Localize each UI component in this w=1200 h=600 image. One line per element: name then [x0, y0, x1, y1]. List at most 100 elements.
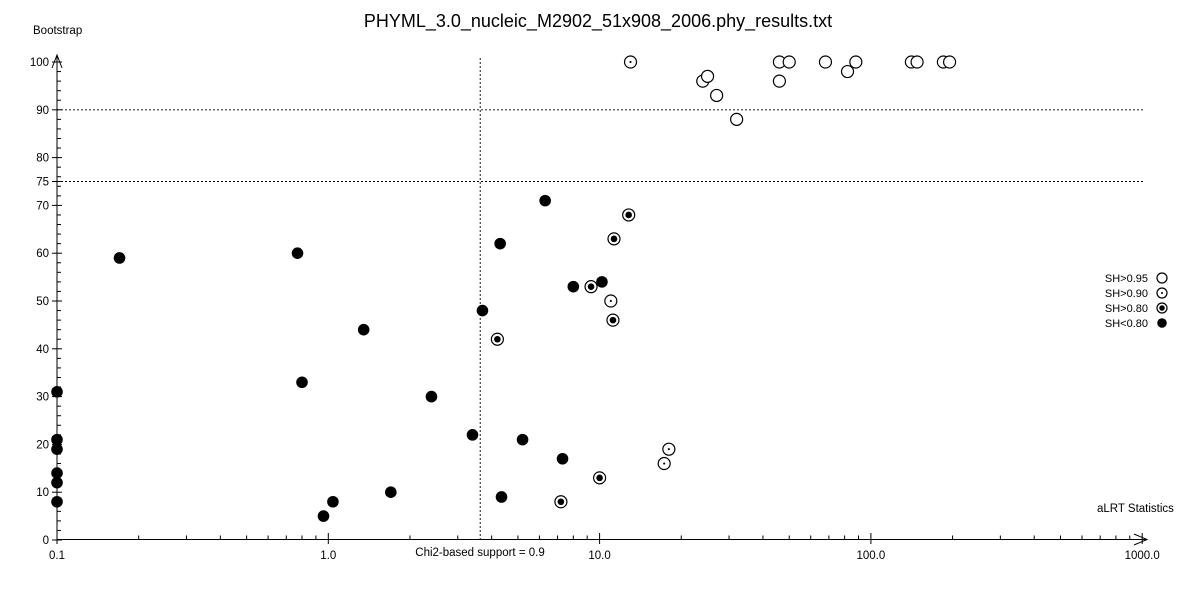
- data-point: [51, 443, 63, 455]
- data-point: [772, 74, 787, 88]
- data-point-glyph: [710, 88, 724, 103]
- legend-marker-glyph: [1156, 272, 1168, 284]
- data-point-dot: [610, 235, 618, 243]
- legend-marker-dot: [1161, 292, 1163, 294]
- data-point: [657, 456, 671, 471]
- data-point: [466, 429, 479, 441]
- data-point: [554, 495, 568, 509]
- data-point-glyph: [317, 510, 330, 522]
- data-point: [840, 64, 855, 79]
- data-point: [818, 55, 833, 69]
- y-tick-label: 50: [36, 296, 49, 308]
- data-point-glyph: [782, 55, 796, 69]
- data-point-glyph: [51, 443, 63, 455]
- data-point-glyph: [357, 323, 370, 336]
- data-point: [606, 313, 620, 327]
- data-point: [592, 471, 607, 485]
- series-sh-0-95: [696, 55, 957, 126]
- data-point: [494, 237, 506, 250]
- x-axis-arrow: [1133, 533, 1149, 546]
- data-point-glyph: [476, 304, 489, 317]
- data-point: [51, 386, 63, 398]
- legend-item-sh-0-95: SH>0.95: [1105, 272, 1168, 285]
- data-point: [607, 232, 621, 246]
- data-point-glyph: [516, 433, 529, 446]
- data-point-dot: [629, 60, 632, 64]
- data-point: [51, 476, 63, 489]
- data-point: [476, 304, 489, 317]
- data-point-dot: [609, 299, 612, 303]
- data-point: [710, 88, 724, 103]
- data-point-glyph: [385, 486, 397, 499]
- data-point-glyph: [556, 452, 569, 465]
- data-point: [604, 294, 618, 308]
- x-tick-label: 1000.0: [1125, 550, 1160, 562]
- legend-label: SH>0.95: [1105, 273, 1148, 285]
- data-point-glyph: [113, 252, 126, 264]
- data-point-dot: [609, 316, 617, 324]
- data-point-glyph: [291, 247, 304, 259]
- data-point: [495, 491, 508, 503]
- data-point-glyph: [466, 429, 479, 441]
- data-point-glyph: [730, 112, 744, 126]
- data-point: [539, 194, 551, 207]
- legend-label: SH>0.90: [1105, 288, 1148, 300]
- data-point-glyph: [51, 467, 63, 479]
- y-axis-title: Bootstrap: [33, 25, 82, 37]
- data-point-glyph: [494, 237, 506, 250]
- data-point: [317, 510, 330, 522]
- data-point: [942, 55, 957, 69]
- y-tick-label: 75: [36, 177, 49, 189]
- data-point: [584, 280, 598, 294]
- data-point-dot: [494, 335, 501, 343]
- x-tick-label: 100.0: [857, 550, 886, 562]
- data-point: [296, 376, 308, 389]
- data-point-dot: [663, 462, 666, 465]
- data-point: [357, 323, 370, 336]
- data-point: [327, 495, 339, 508]
- x-axis: 0.1 1.0 10.0 100.0 1000.0: [49, 533, 1160, 562]
- data-point-glyph: [539, 194, 551, 207]
- data-point: [385, 486, 397, 499]
- data-point: [113, 252, 126, 264]
- y-tick-label: 20: [36, 439, 49, 451]
- reference-lines: [57, 58, 1144, 539]
- data-point: [567, 280, 580, 293]
- y-tick-label: 30: [36, 392, 49, 404]
- data-point: [730, 112, 744, 126]
- x-tick-label: 0.1: [49, 550, 65, 562]
- data-point-glyph: [51, 386, 63, 398]
- y-tick-label: 70: [36, 200, 49, 212]
- data-point: [425, 390, 438, 403]
- y-axis-arrow: [51, 53, 63, 69]
- data-point-glyph: [910, 55, 924, 69]
- legend-item-sh-0-90: SH>0.90: [1105, 287, 1168, 300]
- y-tick-label: 100: [30, 57, 49, 69]
- legend-item-sh-0-80: SH>0.80: [1105, 302, 1168, 315]
- series-sh-0-80: [490, 208, 636, 509]
- data-point-glyph: [567, 280, 580, 293]
- data-point-glyph: [495, 491, 508, 503]
- x-tick-label: 10.0: [588, 550, 610, 562]
- data-point-glyph: [51, 433, 63, 446]
- legend-marker: [1156, 287, 1168, 299]
- data-point-glyph: [818, 55, 833, 69]
- data-point-glyph: [700, 69, 715, 83]
- y-tick-label: 80: [36, 153, 49, 165]
- legend-marker: [1157, 318, 1167, 328]
- legend-item-sh-0-80: SH<0.80: [1105, 318, 1167, 330]
- y-tick-label: 10: [36, 487, 49, 499]
- legend-marker-glyph: [1157, 318, 1167, 328]
- data-point-glyph: [596, 276, 608, 288]
- series-sh-0-80: [51, 194, 608, 522]
- data-point-dot: [587, 283, 595, 290]
- data-point: [849, 55, 863, 69]
- data-point-dot: [596, 474, 603, 482]
- data-point: [622, 208, 636, 222]
- data-point-glyph: [840, 64, 855, 79]
- series-sh-0-90: [604, 55, 676, 471]
- y-tick-label: 40: [36, 344, 49, 356]
- legend: SH>0.95 SH>0.90 SH>0.80 SH<0.80: [1105, 272, 1168, 330]
- data-point: [700, 69, 715, 83]
